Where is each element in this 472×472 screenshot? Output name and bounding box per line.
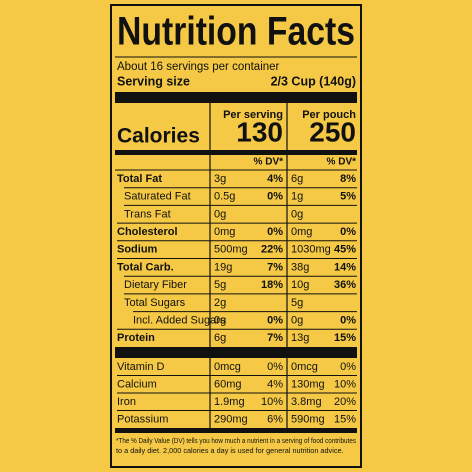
thick-bar	[115, 347, 357, 358]
nutrient-name: Total Fat	[117, 173, 162, 185]
amount: 130mg	[291, 378, 325, 390]
nutrient-name: Dietary Fiber	[124, 279, 187, 291]
label-border	[110, 4, 362, 468]
daily-value: 0%	[340, 226, 356, 238]
daily-value: 7%	[267, 261, 283, 273]
amount: 1g	[291, 191, 303, 203]
dv-header: % DV*	[254, 157, 284, 168]
nutrient-name: Trans Fat	[124, 208, 171, 220]
thick-bar	[115, 92, 357, 103]
nutrient-name: Vitamin D	[117, 361, 165, 373]
calories-value: 250	[309, 116, 356, 147]
daily-value: 0%	[267, 361, 283, 373]
amount: 0mg	[291, 226, 312, 238]
daily-value: 0%	[267, 191, 283, 203]
amount: 3g	[214, 173, 226, 185]
daily-value: 0%	[267, 226, 283, 238]
daily-value: 8%	[340, 173, 356, 185]
amount: 0g	[214, 315, 226, 327]
column-header: Per pouch	[302, 109, 356, 121]
daily-value: 15%	[334, 413, 356, 425]
amount: 60mg	[214, 378, 242, 390]
nutrient-name: Calcium	[117, 378, 157, 390]
daily-value: 36%	[334, 279, 356, 291]
daily-value: 7%	[267, 332, 283, 344]
daily-value: 20%	[334, 396, 356, 408]
nutrient-name: Cholesterol	[117, 226, 178, 238]
amount: 3.8mg	[291, 396, 322, 408]
medium-bar	[115, 428, 357, 433]
daily-value: 10%	[334, 378, 356, 390]
amount: 19g	[214, 261, 232, 273]
footnote: to a daily diet. 2,000 calories a day is…	[116, 446, 344, 455]
amount: 0g	[291, 315, 303, 327]
amount: 1.9mg	[214, 396, 245, 408]
daily-value: 10%	[261, 396, 283, 408]
nutrient-name: Saturated Fat	[124, 191, 191, 203]
serving-size-label: Serving size	[117, 74, 190, 88]
daily-value: 4%	[267, 173, 283, 185]
column-header: Per serving	[223, 109, 283, 121]
daily-value: 0%	[267, 315, 283, 327]
amount: 5g	[214, 279, 226, 291]
daily-value: 14%	[334, 261, 356, 273]
amount: 0mcg	[291, 361, 318, 373]
daily-value: 6%	[267, 413, 283, 425]
amount: 2g	[214, 297, 226, 309]
amount: 500mg	[214, 244, 248, 256]
amount: 0g	[214, 208, 226, 220]
medium-bar	[115, 150, 357, 155]
amount: 290mg	[214, 413, 248, 425]
amount: 5g	[291, 297, 303, 309]
calories-label: Calories	[117, 125, 200, 148]
nutrient-name: Total Sugars	[124, 297, 186, 309]
amount: 0mg	[214, 226, 235, 238]
amount: 0.5g	[214, 191, 235, 203]
title: Nutrition Facts	[117, 10, 355, 54]
amount: 0mcg	[214, 361, 241, 373]
amount: 38g	[291, 261, 309, 273]
amount: 6g	[214, 332, 226, 344]
daily-value: 0%	[340, 315, 356, 327]
calories-value: 130	[236, 116, 283, 147]
amount: 13g	[291, 332, 309, 344]
nutrient-name: Potassium	[117, 413, 168, 425]
daily-value: 4%	[267, 378, 283, 390]
nutrient-name: Incl. Added Sugars	[133, 315, 226, 327]
nutrient-name: Protein	[117, 332, 155, 344]
nutrient-name: Iron	[117, 396, 136, 408]
dv-header: % DV*	[327, 157, 357, 168]
amount: 1030mg	[291, 244, 331, 256]
daily-value: 18%	[261, 279, 283, 291]
daily-value: 0%	[340, 361, 356, 373]
amount: 590mg	[291, 413, 325, 425]
nutrient-name: Total Carb.	[117, 261, 174, 273]
nutrient-name: Sodium	[117, 244, 158, 256]
daily-value: 15%	[334, 332, 356, 344]
daily-value: 22%	[261, 244, 283, 256]
footnote: *The % Daily Value (DV) tells you how mu…	[116, 436, 356, 445]
servings: About 16 servings per container	[117, 61, 280, 73]
amount: 0g	[291, 208, 303, 220]
amount: 6g	[291, 173, 303, 185]
amount: 10g	[291, 279, 309, 291]
daily-value: 45%	[334, 244, 356, 256]
daily-value: 5%	[340, 191, 356, 203]
serving-size: 2/3 Cup (140g)	[271, 74, 356, 88]
